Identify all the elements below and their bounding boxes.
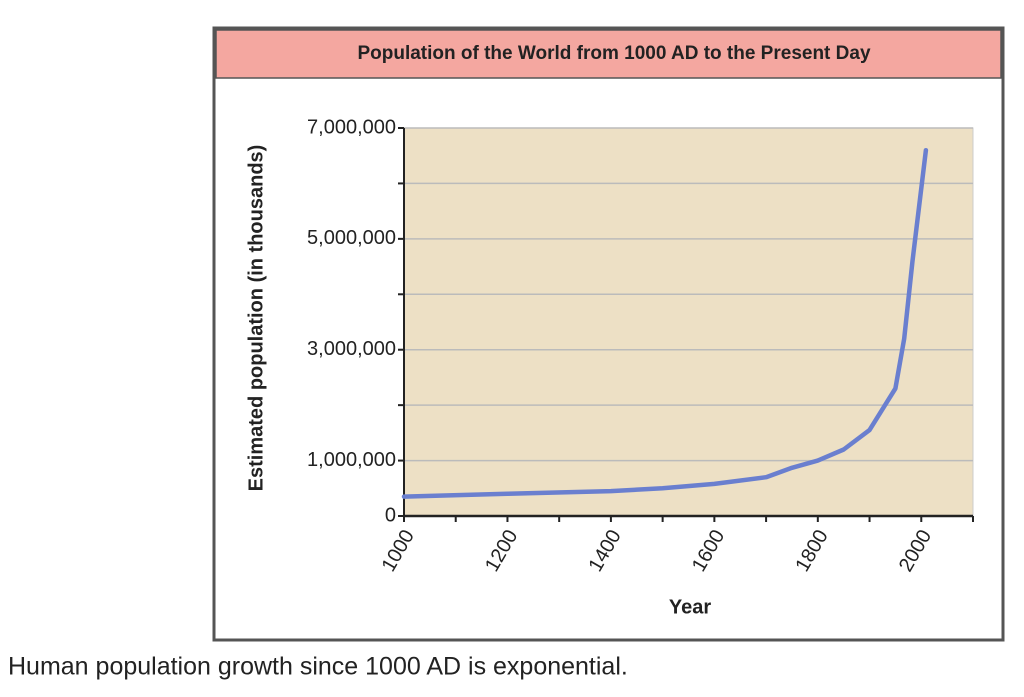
- y-axis-label: Estimated population (in thousands): [245, 145, 267, 492]
- title-band: [215, 29, 1002, 79]
- y-tick-label: 7,000,000: [307, 116, 396, 138]
- data-line: [401, 147, 929, 499]
- y-tick-label: 0: [385, 504, 396, 526]
- y-tick-label: 3,000,000: [307, 338, 396, 360]
- chart-title: Population of the World from 1000 AD to …: [357, 43, 870, 64]
- y-tick-label: 1,000,000: [307, 449, 396, 471]
- y-tick-label: 5,000,000: [307, 227, 396, 249]
- x-axis-label: Year: [669, 596, 711, 618]
- caption: Human population growth since 1000 AD is…: [8, 653, 628, 681]
- plot-area: [403, 127, 974, 517]
